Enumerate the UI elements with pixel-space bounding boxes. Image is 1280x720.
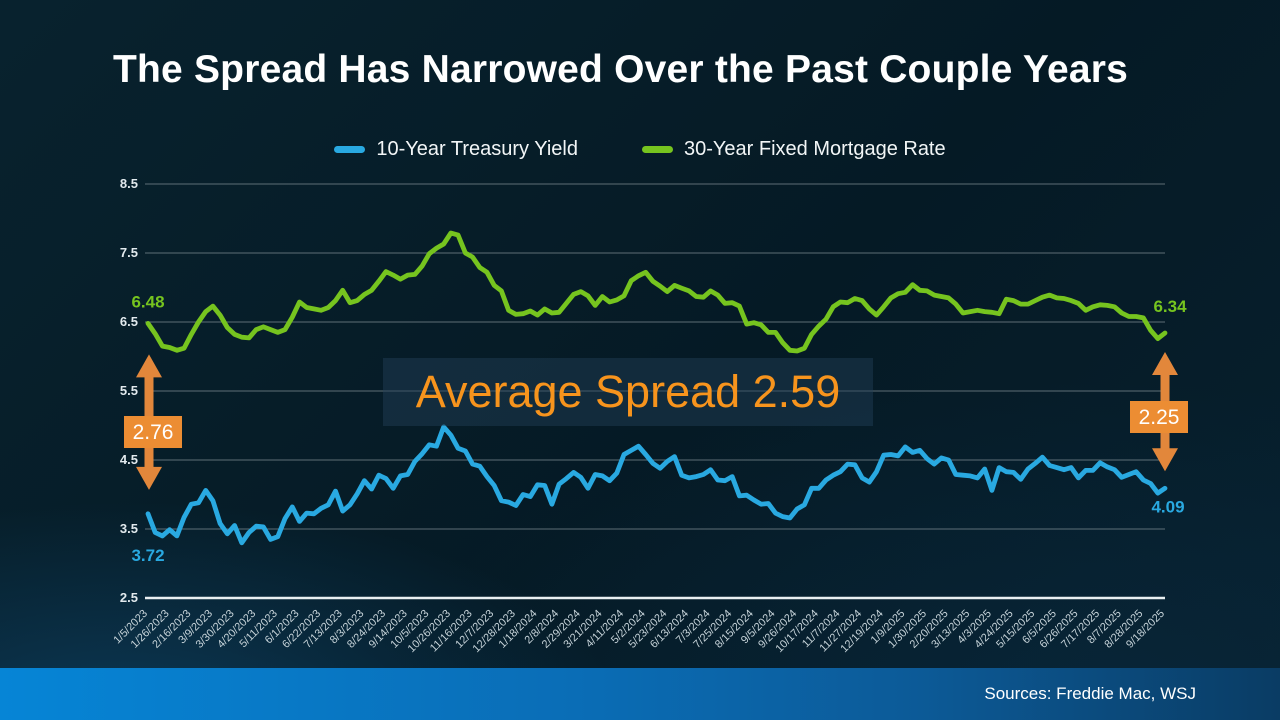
y-tick-label: 7.5 bbox=[120, 245, 138, 260]
right-spread-arrow-box bbox=[1130, 401, 1188, 433]
left-spread-arrow-head-up bbox=[136, 354, 162, 378]
average-spread-panel: Average Spread 2.59 bbox=[383, 358, 873, 426]
legend: 10-Year Treasury Yield 30-Year Fixed Mort… bbox=[0, 138, 1280, 161]
y-tick-label: 5.5 bbox=[120, 383, 138, 398]
y-tick-label: 3.5 bbox=[120, 521, 138, 536]
legend-label: 10-Year Treasury Yield bbox=[376, 138, 578, 160]
footer-bar: Sources: Freddie Mac, WSJ bbox=[0, 668, 1280, 720]
mortgage-start-label: 6.48 bbox=[131, 292, 164, 311]
mortgage-line bbox=[145, 230, 1168, 354]
sources-label: Sources: Freddie Mac, WSJ bbox=[984, 684, 1196, 703]
y-tick-label: 6.5 bbox=[120, 314, 138, 329]
left-spread-arrow-box bbox=[124, 416, 182, 448]
left-spread-arrow-value: 2.76 bbox=[133, 421, 174, 444]
y-tick-label: 4.5 bbox=[120, 452, 138, 467]
legend-item-treasury: 10-Year Treasury Yield bbox=[334, 138, 578, 161]
mortgage-end-label: 6.34 bbox=[1153, 297, 1187, 316]
treasury-line bbox=[145, 424, 1168, 546]
y-tick-label: 8.5 bbox=[120, 176, 138, 191]
legend-swatch-icon bbox=[641, 146, 673, 153]
page-title: The Spread Has Narrowed Over the Past Co… bbox=[113, 48, 1128, 91]
treasury-start-label: 3.72 bbox=[131, 546, 164, 565]
right-spread-arrow-head-up bbox=[1152, 352, 1178, 376]
treasury-end-label: 4.09 bbox=[1151, 497, 1184, 516]
right-spread-arrow-value: 2.25 bbox=[1139, 406, 1180, 429]
legend-swatch-icon bbox=[334, 146, 366, 153]
y-tick-label: 2.5 bbox=[120, 590, 138, 605]
right-spread-arrow-head-down bbox=[1152, 448, 1178, 472]
average-spread-label: Average Spread 2.59 bbox=[415, 366, 841, 417]
legend-label: 30-Year Fixed Mortgage Rate bbox=[683, 138, 946, 160]
left-spread-arrow-head-down bbox=[136, 466, 162, 490]
legend-item-mortgage: 30-Year Fixed Mortgage Rate bbox=[641, 138, 946, 161]
